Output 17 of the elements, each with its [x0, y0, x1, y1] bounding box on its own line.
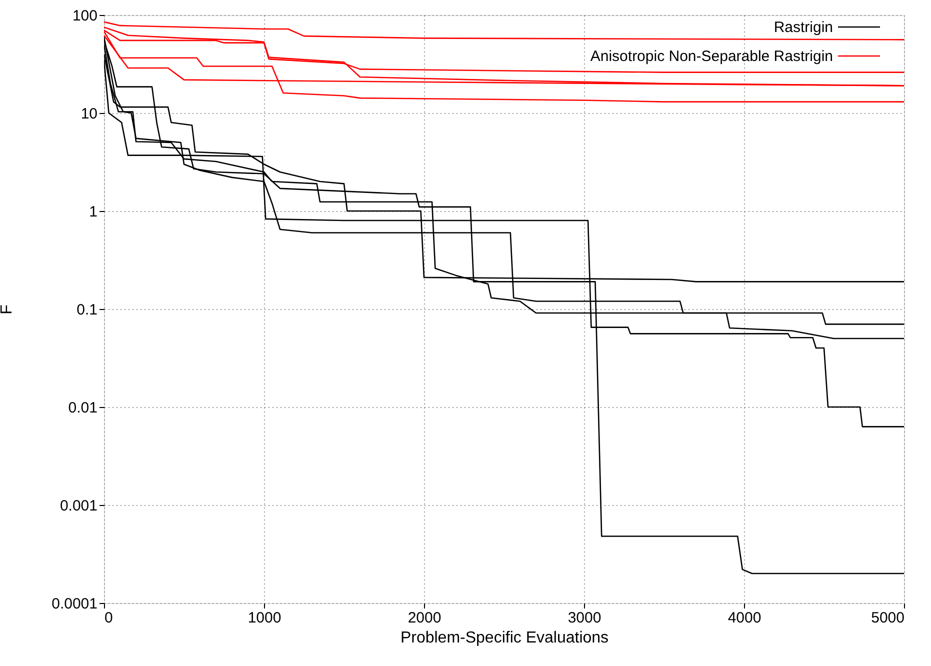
y-tick-label: 10: [80, 106, 98, 122]
y-tick-label: 0.0001: [52, 596, 98, 612]
x-tick-label: 5000: [871, 610, 904, 626]
y-tick-label: 0.1: [76, 302, 98, 318]
x-tick-label: 0: [104, 610, 113, 626]
y-tick-label: 0.001: [60, 498, 98, 514]
x-axis-title: Problem-Specific Evaluations: [400, 630, 609, 646]
x-tick-label: 3000: [568, 610, 602, 626]
x-tick-label: 1000: [248, 610, 282, 626]
y-tick-label: 1: [89, 204, 98, 220]
legend-label: Rastrigin: [774, 19, 833, 36]
x-tick-label: 2000: [408, 610, 442, 626]
y-tick-label: 100: [72, 8, 98, 24]
y-axis-title: F: [0, 304, 16, 314]
legend-label: Anisotropic Non-Separable Rastrigin: [590, 48, 833, 65]
y-tick-label: 0.01: [68, 400, 98, 416]
x-tick-label: 4000: [728, 610, 762, 626]
